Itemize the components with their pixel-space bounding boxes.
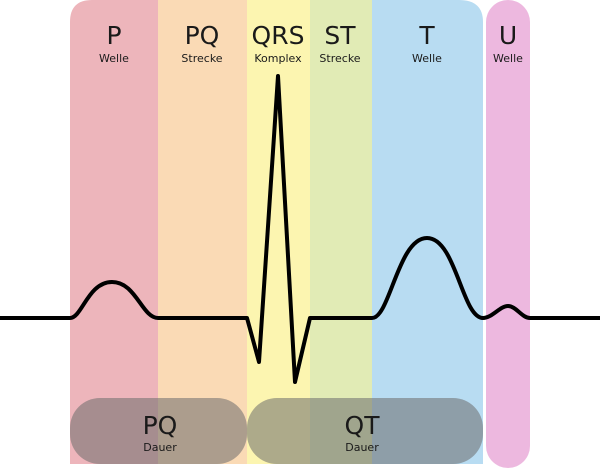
- duration-pills: PQ Dauer QT Dauer: [70, 398, 483, 464]
- label-pq-subtitle: Strecke: [181, 52, 222, 65]
- label-qrs-subtitle: Komplex: [254, 52, 302, 65]
- pill-pq-dauer: [70, 398, 247, 464]
- band-p: [70, 0, 158, 464]
- band-qrs: [247, 0, 310, 464]
- pill-pq-subtitle: Dauer: [143, 441, 177, 454]
- band-u: [486, 0, 530, 468]
- label-st-title: ST: [324, 21, 356, 50]
- pill-qt-title: QT: [345, 411, 381, 440]
- label-pq-title: PQ: [185, 21, 220, 50]
- segment-labels: P Welle PQ Strecke QRS Komplex ST Streck…: [99, 21, 523, 65]
- label-u-subtitle: Welle: [493, 52, 523, 65]
- label-qrs-title: QRS: [252, 21, 305, 50]
- label-p-title: P: [106, 21, 121, 50]
- band-st: [310, 0, 372, 464]
- band-t: [372, 0, 483, 464]
- pill-pq-title: PQ: [143, 411, 178, 440]
- label-u-title: U: [499, 21, 517, 50]
- pill-qt-dauer: [247, 398, 483, 464]
- segment-bands: [70, 0, 530, 468]
- pill-qt-subtitle: Dauer: [345, 441, 379, 454]
- label-st-subtitle: Strecke: [319, 52, 360, 65]
- label-t-title: T: [418, 21, 435, 50]
- band-pq: [158, 0, 247, 464]
- ecg-trace: [0, 74, 600, 384]
- label-p-subtitle: Welle: [99, 52, 129, 65]
- label-t-subtitle: Welle: [412, 52, 442, 65]
